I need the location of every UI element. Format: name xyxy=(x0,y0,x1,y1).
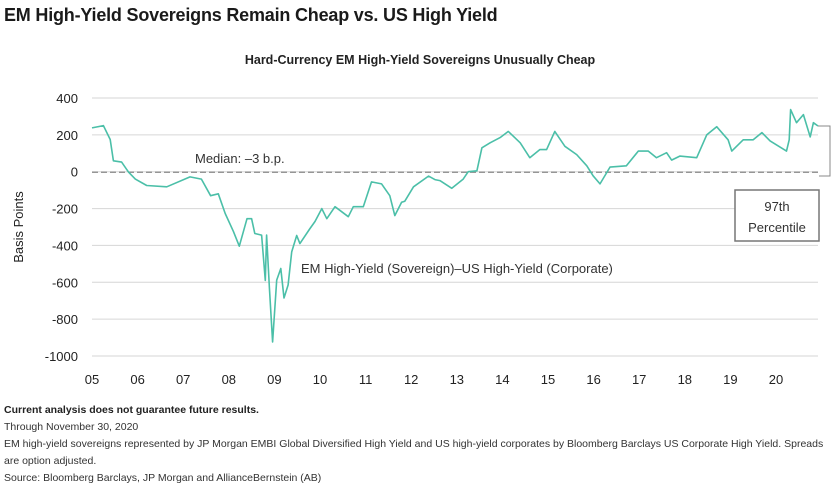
date-note: Through November 30, 2020 xyxy=(4,421,139,433)
x-tick-label: 15 xyxy=(541,372,555,387)
source-note: Source: Bloomberg Barclays, JP Morgan an… xyxy=(4,472,322,484)
x-tick-label: 08 xyxy=(222,372,236,387)
x-tick-label: 20 xyxy=(769,372,783,387)
x-tick-label: 09 xyxy=(267,372,281,387)
chart-title: Hard-Currency EM High-Yield Sovereigns U… xyxy=(245,53,596,67)
y-tick-label: 400 xyxy=(56,91,78,106)
x-tick-label: 16 xyxy=(586,372,600,387)
y-tick-label: -200 xyxy=(52,202,78,217)
y-tick-label: -400 xyxy=(52,238,78,253)
x-tick-label: 10 xyxy=(313,372,327,387)
line-chart: Hard-Currency EM High-Yield Sovereigns U… xyxy=(11,53,831,387)
percentile-label-line2: Percentile xyxy=(748,220,806,235)
x-tick-label: 11 xyxy=(359,372,373,387)
x-tick-label: 14 xyxy=(495,372,509,387)
x-tick-label: 17 xyxy=(632,372,646,387)
y-tick-label: 200 xyxy=(56,128,78,143)
x-tick-label: 05 xyxy=(85,372,99,387)
percentile-box xyxy=(734,189,820,242)
percentile-label-line1: 97th xyxy=(764,199,789,214)
y-tick-label: -600 xyxy=(52,275,78,290)
series-label: EM High-Yield (Sovereign)–US High-Yield … xyxy=(301,261,613,276)
x-tick-label: 18 xyxy=(678,372,692,387)
x-tick-label: 07 xyxy=(176,372,190,387)
y-axis-label: Basis Points xyxy=(11,191,26,263)
y-tick-label: 0 xyxy=(71,165,78,180)
y-tick-label: -1000 xyxy=(45,349,78,364)
y-tick-label: -800 xyxy=(52,312,78,327)
median-label: Median: –3 b.p. xyxy=(195,151,285,166)
x-tick-label: 19 xyxy=(723,372,737,387)
x-tick-label: 12 xyxy=(404,372,418,387)
x-tick-label: 06 xyxy=(130,372,144,387)
percentile-bracket xyxy=(817,125,831,177)
x-tick-label: 13 xyxy=(450,372,464,387)
series-line xyxy=(91,108,819,343)
description-note: EM high-yield sovereigns represented by … xyxy=(4,438,824,467)
page-title: EM High-Yield Sovereigns Remain Cheap vs… xyxy=(4,5,498,25)
disclaimer: Current analysis does not guarantee futu… xyxy=(4,404,259,416)
